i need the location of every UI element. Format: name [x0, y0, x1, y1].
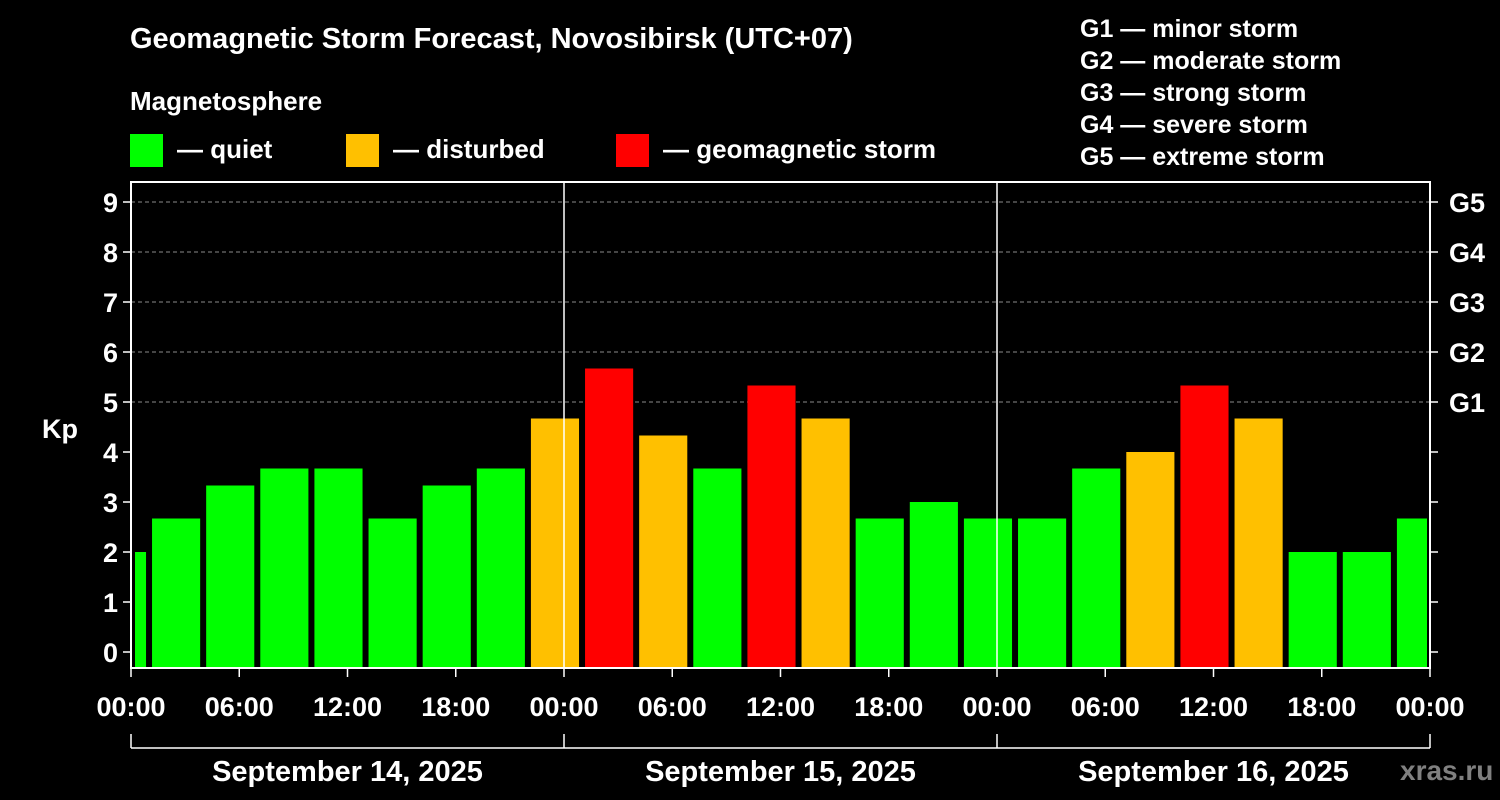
legend-label-disturbed: — disturbed [393, 134, 545, 164]
x-tick-label-3: 18:00 [421, 692, 490, 722]
kp-bar-3 [260, 468, 309, 668]
y-tick-label-4: 4 [103, 438, 118, 468]
g-level-label-g2: G2 [1449, 338, 1485, 368]
y-tick-label-5: 5 [103, 388, 118, 418]
kp-bar-10 [639, 435, 688, 668]
legend: — quiet — disturbed — geomagnetic storm [130, 134, 936, 167]
g-level-label-g5: G5 [1449, 188, 1485, 218]
legend-swatch-storm [616, 134, 649, 167]
y-tick-label-7: 7 [103, 288, 118, 318]
magnetosphere-label: Magnetosphere [130, 86, 322, 116]
chart-title: Geomagnetic Storm Forecast, Novosibirsk … [130, 23, 853, 55]
kp-bar-1 [152, 518, 201, 668]
storm-scale-g2: G2 — moderate storm [1080, 47, 1341, 75]
y-tick-label-6: 6 [103, 338, 118, 368]
y-tick-label-2: 2 [103, 538, 118, 568]
y-tick-label-8: 8 [103, 238, 118, 268]
kp-bar-11 [693, 468, 742, 668]
date-label-3: September 16, 2025 [1078, 756, 1349, 788]
x-ticks: 00:00 06:00 12:00 18:00 00:00 06:00 12:00 18:00… [96, 668, 1465, 722]
kp-bar-20 [1180, 385, 1229, 668]
x-tick-label-9: 06:00 [1071, 692, 1140, 722]
date-label-2: September 15, 2025 [645, 756, 916, 788]
kp-bar-8 [530, 418, 580, 668]
storm-scale-legend: G1 — minor storm G2 — moderate storm G3 … [1080, 15, 1341, 171]
x-tick-label-7: 18:00 [854, 692, 923, 722]
kp-bar-19 [1126, 452, 1175, 668]
x-tick-label-10: 12:00 [1179, 692, 1248, 722]
kp-bar-5 [368, 518, 417, 668]
x-tick-label-0: 00:00 [96, 692, 165, 722]
kp-bar-24 [1396, 518, 1427, 668]
y-tick-label-3: 3 [103, 488, 118, 518]
x-tick-label-1: 06:00 [205, 692, 274, 722]
kp-bar-21 [1234, 418, 1283, 668]
kp-bar-13 [801, 418, 850, 668]
y-tick-label-9: 9 [103, 188, 118, 218]
kp-bar-16 [963, 518, 1013, 668]
y-ticks: 0 1 2 3 4 5 6 7 8 9 [103, 188, 131, 668]
kp-bar-4 [314, 468, 363, 668]
kp-bar-14 [855, 518, 904, 668]
y-tick-label-1: 1 [103, 588, 118, 618]
kp-bar-23 [1342, 552, 1391, 668]
y-axis-label: Kp [42, 414, 78, 444]
kp-bar-18 [1072, 468, 1121, 668]
kp-bar-7 [476, 468, 525, 668]
kp-bar-22 [1288, 552, 1337, 668]
date-label-1: September 14, 2025 [212, 756, 483, 788]
x-tick-label-2: 12:00 [313, 692, 382, 722]
x-tick-label-4: 00:00 [529, 692, 598, 722]
legend-label-quiet: — quiet [177, 134, 273, 164]
bars [135, 368, 1427, 668]
kp-bar-9 [585, 368, 634, 668]
x-tick-label-8: 00:00 [962, 692, 1031, 722]
kp-bar-15 [909, 502, 958, 668]
g-level-label-g1: G1 [1449, 388, 1485, 418]
grid-lines [131, 201, 1430, 403]
x-tick-label-6: 12:00 [746, 692, 815, 722]
kp-bar-17 [1018, 518, 1067, 668]
storm-scale-g1: G1 — minor storm [1080, 15, 1298, 43]
g-level-label-g4: G4 [1449, 238, 1485, 268]
legend-label-storm: — geomagnetic storm [663, 134, 936, 164]
kp-bar-6 [422, 485, 471, 668]
kp-bar-12 [747, 385, 796, 668]
storm-scale-g5: G5 — extreme storm [1080, 143, 1325, 171]
kp-bar-2 [206, 485, 255, 668]
legend-swatch-disturbed [346, 134, 379, 167]
right-ticks: G1 G2 G3 G4 G5 [1430, 188, 1485, 653]
watermark: xras.ru [1400, 755, 1493, 786]
storm-scale-g3: G3 — strong storm [1080, 79, 1306, 107]
kp-bar-0 [135, 552, 147, 668]
g-level-label-g3: G3 [1449, 288, 1485, 318]
date-axis: September 14, 2025 September 15, 2025 Sept… [130, 734, 1431, 788]
x-tick-label-5: 06:00 [638, 692, 707, 722]
x-tick-label-12: 00:00 [1395, 692, 1464, 722]
legend-swatch-quiet [130, 134, 163, 167]
storm-scale-g4: G4 — severe storm [1080, 111, 1308, 139]
x-tick-label-11: 18:00 [1287, 692, 1356, 722]
y-tick-label-0: 0 [103, 638, 118, 668]
